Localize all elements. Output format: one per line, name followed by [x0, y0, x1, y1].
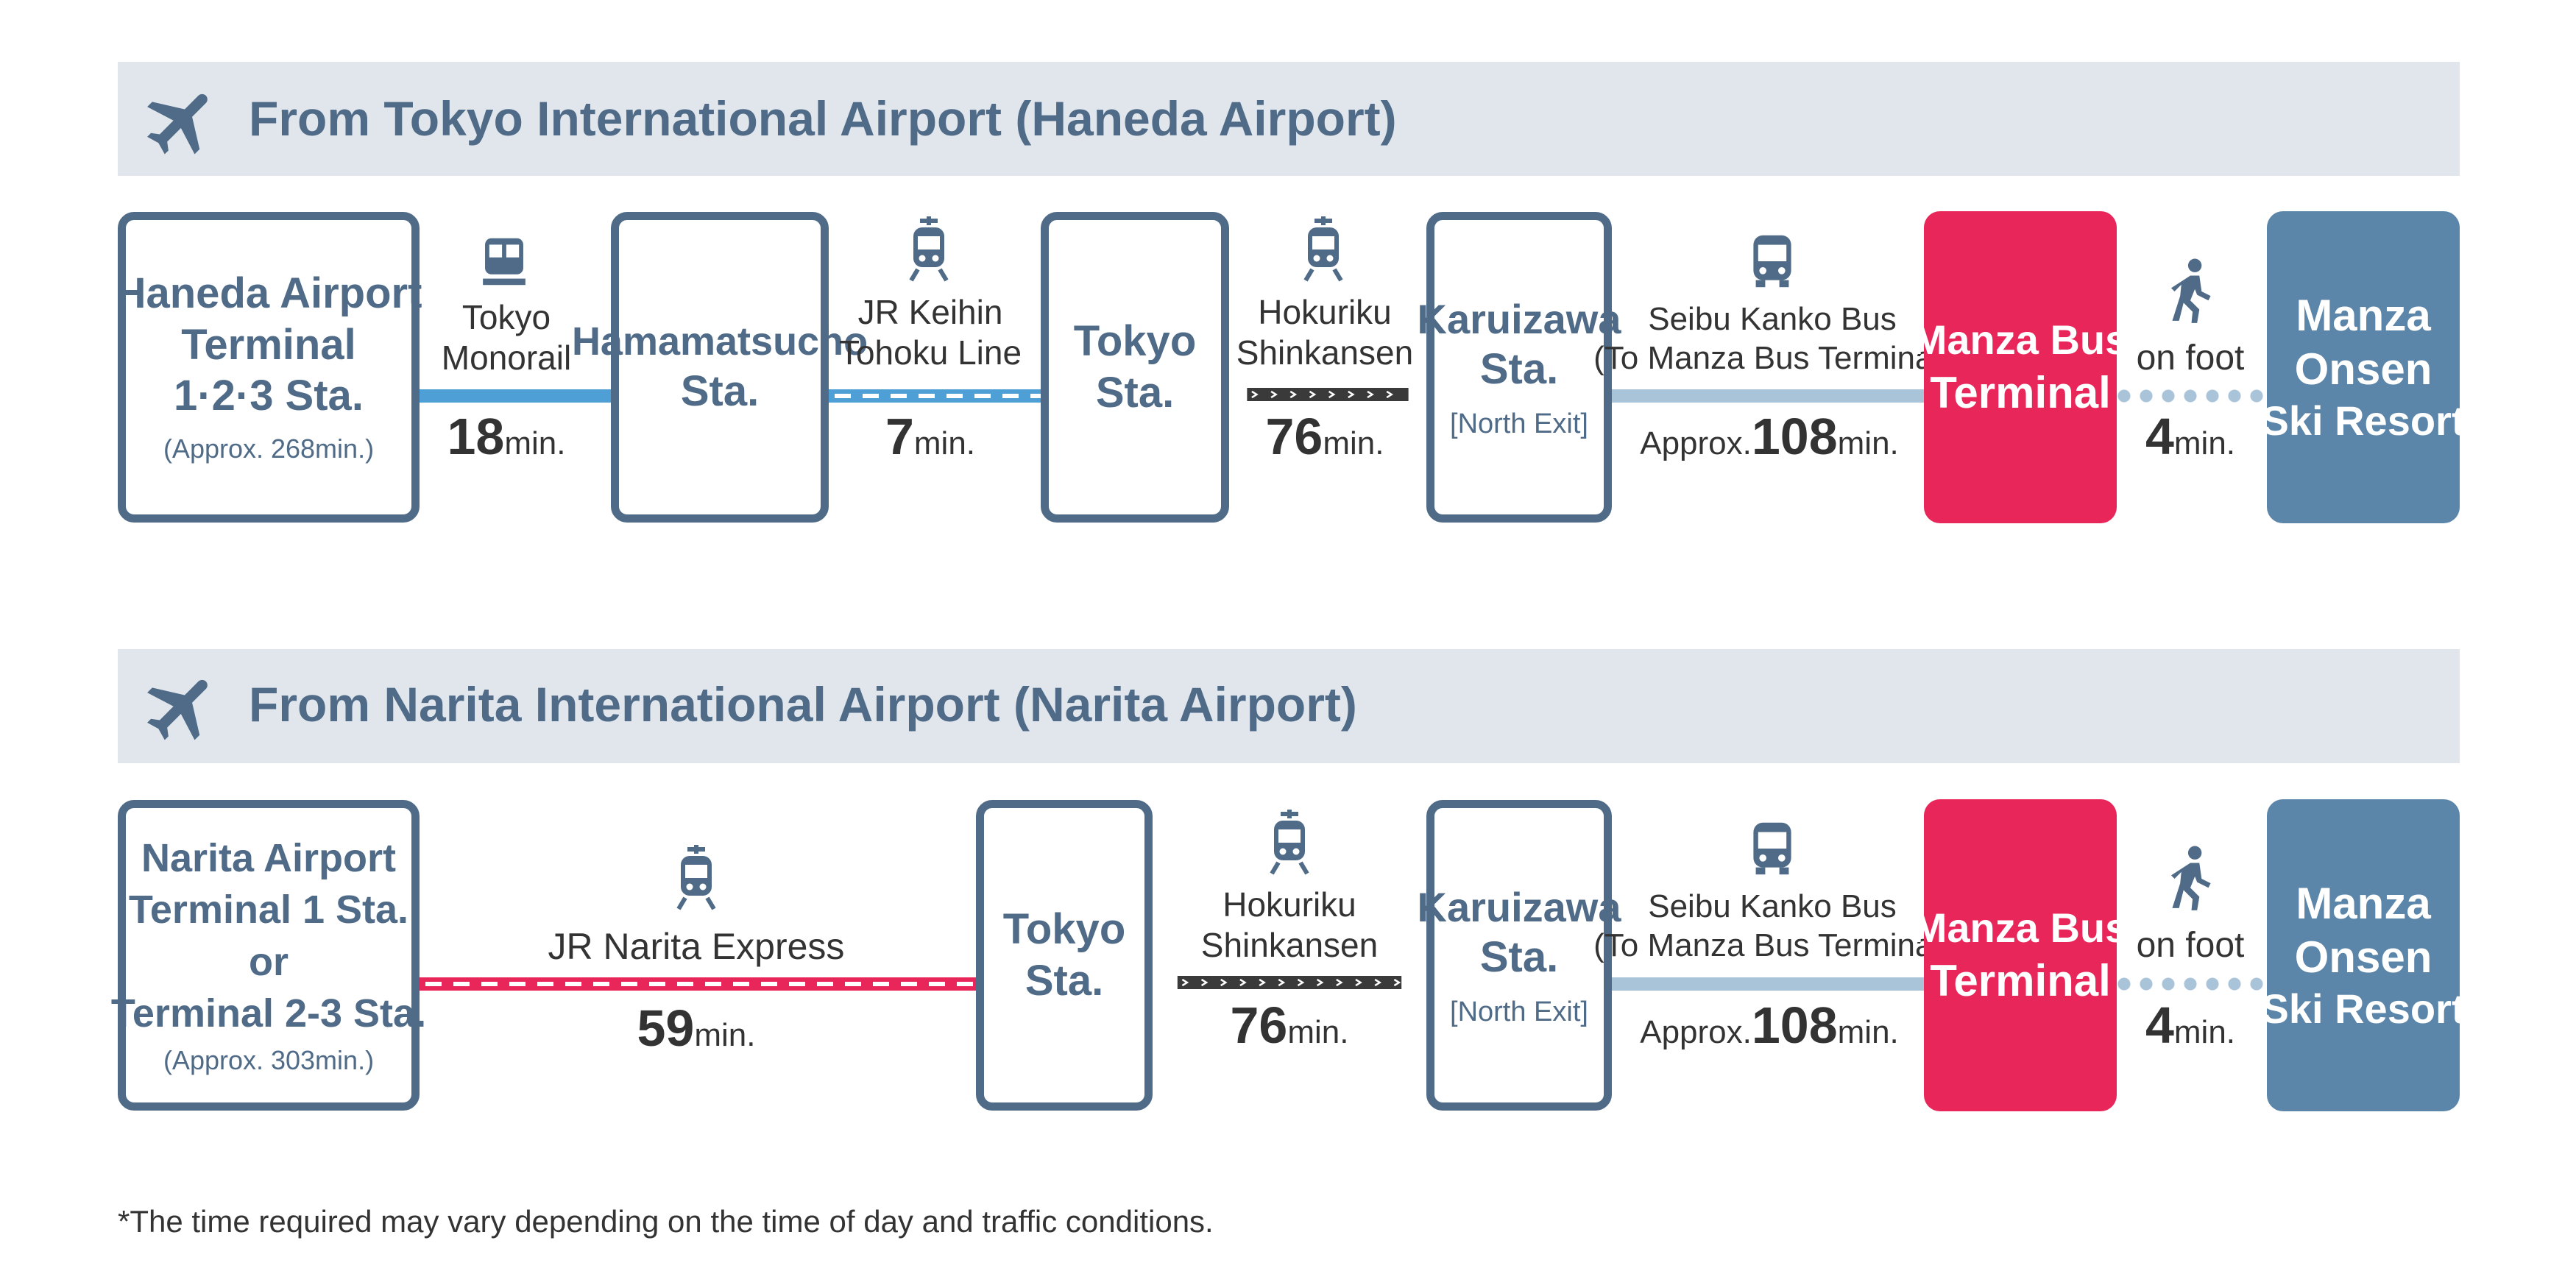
manza-bus-terminal-box: Manza Bus Terminal: [1913, 799, 2128, 1111]
destination-box: Manza Onsen Ski Resort: [2262, 799, 2466, 1111]
bus-line: [1612, 977, 1924, 991]
airplane-icon: [147, 679, 208, 740]
shinkansen-line: [1177, 976, 1402, 989]
travel-time: 59min.: [637, 999, 756, 1057]
transport-name: JR Narita Express: [548, 926, 845, 967]
travel-time: Approx.108min.: [1640, 408, 1899, 465]
start-station-box: Narita Airport Terminal 1 Sta. or Termin…: [111, 800, 426, 1111]
travel-time: 4min.: [2145, 997, 2236, 1054]
station-box-tokyo: Tokyo Sta.: [976, 800, 1153, 1111]
monorail-line: [420, 389, 611, 403]
airplane-icon: [147, 93, 208, 155]
route-title: From Tokyo International Airport (Haneda…: [249, 91, 1397, 146]
transport-name: Seibu Kanko Bus (To Manza Bus Terminal): [1593, 888, 1951, 963]
station-box-karuizawa: Karuizawa Sta. [North Exit]: [1418, 212, 1621, 523]
station-box-tokyo: Tokyo Sta.: [1041, 212, 1229, 523]
exit-note: [North Exit]: [1450, 408, 1588, 439]
transport-name: Seibu Kanko Bus (To Manza Bus Terminal): [1593, 301, 1951, 376]
transport-name: Hokuriku Shinkansen: [1236, 293, 1414, 372]
bus-icon: [1753, 822, 1791, 875]
approx-total-time: (Approx. 268min.): [163, 433, 375, 464]
start-station-box: Haneda Airport Terminal 1·2·3 Sta. (Appr…: [115, 212, 422, 523]
station-box-karuizawa: Karuizawa Sta. [North Exit]: [1418, 800, 1621, 1111]
transport-name: JR Keihin Tohoku Line: [838, 293, 1022, 372]
route-title: From Narita International Airport (Narit…: [249, 677, 1357, 732]
walking-path: [2117, 977, 2267, 991]
monorail-icon: [483, 238, 526, 286]
bus-line: [1612, 389, 1924, 403]
walking-path: [2117, 389, 2267, 403]
keihin-tohoku-line: [829, 389, 1041, 403]
approx-total-time: (Approx. 303min.): [163, 1044, 375, 1075]
route-header-band: [118, 649, 2460, 763]
walking-icon: [2170, 258, 2211, 323]
station-name-line: Terminal: [181, 320, 356, 369]
station-name-line: Haneda Airport: [115, 269, 422, 318]
transport-name: on foot: [2136, 339, 2245, 378]
destination-box: Manza Onsen Ski Resort: [2262, 211, 2466, 523]
train-icon: [1303, 216, 1343, 282]
train-icon: [909, 216, 949, 282]
footnote: *The time required may vary depending on…: [118, 1204, 1214, 1239]
travel-time: 18min.: [447, 408, 566, 465]
travel-time: Approx.108min.: [1640, 997, 1899, 1054]
exit-note: [North Exit]: [1450, 996, 1588, 1027]
narita-express-line: [420, 977, 976, 991]
station-name-line: 1·2·3 Sta.: [174, 372, 364, 420]
transport-name: on foot: [2136, 926, 2245, 965]
transport-name: Tokyo Monorail: [441, 298, 572, 378]
route-header-band: [118, 62, 2460, 176]
travel-time: 76min.: [1230, 997, 1349, 1054]
bus-icon: [1753, 235, 1791, 288]
walking-icon: [2170, 846, 2211, 910]
manza-bus-terminal-box: Manza Bus Terminal: [1913, 211, 2128, 523]
travel-time: 4min.: [2145, 408, 2236, 465]
station-box-hamamatsucho: Hamamatsucho Sta.: [572, 212, 868, 523]
transport-name: Hokuriku Shinkansen: [1200, 885, 1379, 965]
train-icon: [1270, 810, 1309, 875]
travel-time: 76min.: [1265, 408, 1384, 465]
shinkansen-line: [1247, 388, 1409, 401]
train-icon: [676, 845, 716, 910]
travel-time: 7min.: [885, 408, 976, 465]
